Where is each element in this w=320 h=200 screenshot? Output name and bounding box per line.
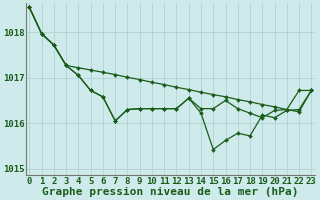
X-axis label: Graphe pression niveau de la mer (hPa): Graphe pression niveau de la mer (hPa)	[42, 187, 299, 197]
